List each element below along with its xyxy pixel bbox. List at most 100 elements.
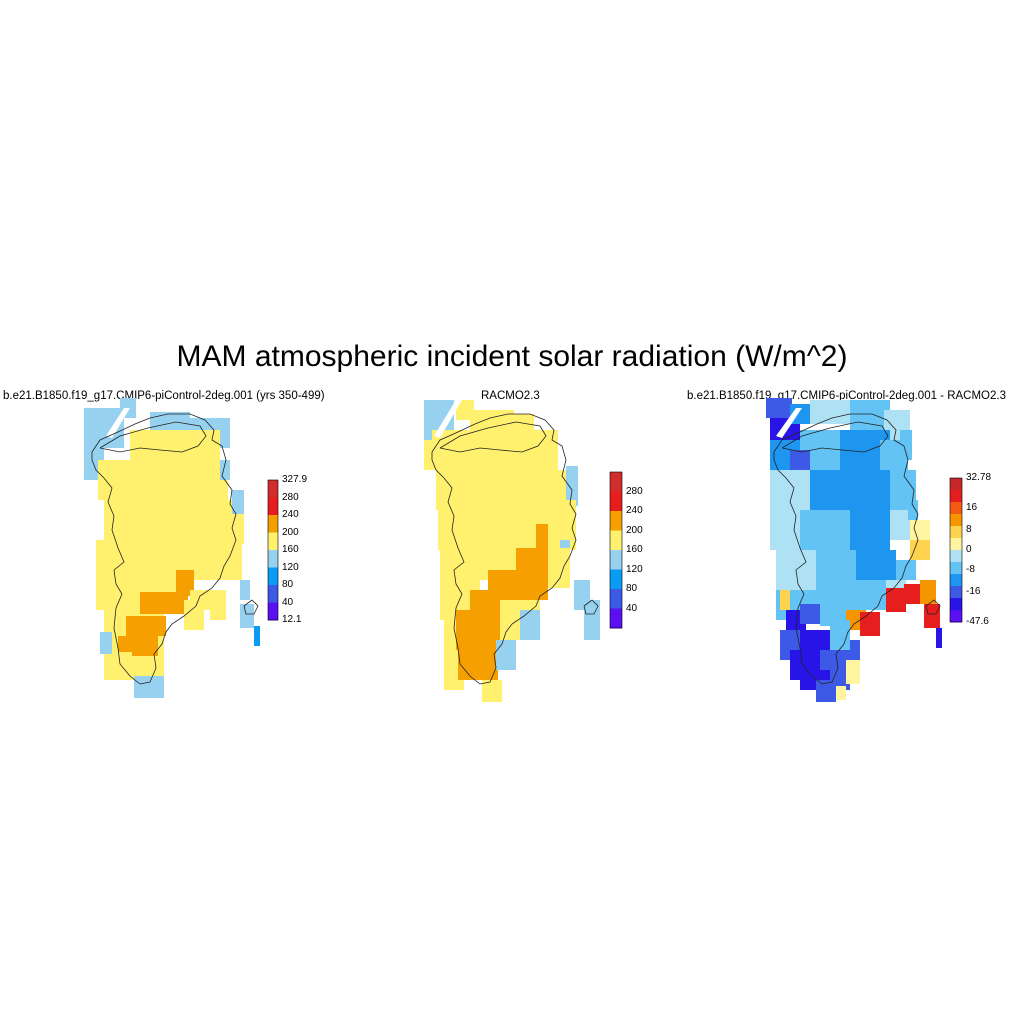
colorbar-swatch	[610, 472, 622, 492]
cb3-label: 0	[966, 544, 972, 555]
ice-gap	[434, 400, 462, 438]
panel-1-colorbar	[267, 479, 279, 621]
grid-cell	[98, 460, 228, 500]
cb1-label: 280	[282, 491, 299, 503]
grid-cell	[846, 660, 860, 684]
ice-gap	[106, 408, 130, 438]
grid-cell	[850, 510, 890, 550]
cb3-label: 16	[966, 502, 978, 513]
grid-cell	[482, 680, 502, 702]
grid-cell	[436, 470, 576, 510]
grid-cell	[816, 550, 856, 580]
colorbar-swatch	[268, 567, 278, 586]
cb1-label: 120	[282, 561, 299, 573]
grid-cell	[896, 560, 916, 580]
panel-2-colorbar	[609, 471, 623, 629]
ice-gap	[776, 408, 802, 438]
coastline	[773, 413, 919, 685]
grid-cell	[830, 620, 850, 650]
grid-cell	[904, 584, 920, 604]
grid-cell	[790, 404, 810, 424]
grid-cell	[566, 466, 578, 506]
grid-cell	[126, 616, 166, 636]
grid-cell	[908, 500, 918, 520]
coastline	[431, 413, 577, 685]
coastline	[243, 599, 259, 615]
grid-cell	[118, 652, 132, 676]
colorbar-border	[949, 477, 963, 623]
grid-cell	[234, 514, 244, 544]
coastline	[99, 421, 207, 453]
colorbar-swatch	[268, 585, 278, 603]
colorbar-swatch	[950, 574, 962, 587]
colorbar-swatch	[950, 514, 962, 527]
grid-cell	[496, 640, 516, 670]
colorbar-swatch	[268, 515, 278, 533]
cb2-label: 40	[626, 602, 638, 614]
colorbar-swatch	[268, 497, 278, 516]
grid-cell	[800, 510, 850, 550]
grid-cell	[560, 500, 576, 540]
cb1-label: 12.1	[282, 614, 302, 625]
grid-cell	[924, 604, 940, 628]
grid-cell	[210, 590, 226, 620]
coastline	[925, 599, 941, 615]
colorbar-swatch	[268, 602, 278, 621]
grid-cell	[100, 632, 112, 654]
grid-cell	[232, 490, 244, 514]
grid-cell	[816, 680, 836, 702]
colorbar-swatch	[268, 550, 278, 568]
colorbar-swatch	[610, 608, 622, 629]
grid-cell	[104, 500, 236, 540]
cb1-label: 160	[282, 544, 299, 555]
panel-2-map	[424, 400, 600, 702]
colorbar-swatch	[950, 538, 962, 551]
grid-cell	[850, 470, 890, 510]
cb3-label: -16	[966, 586, 981, 597]
coastline	[781, 421, 889, 453]
coastline	[439, 421, 547, 453]
grid-cell	[176, 570, 194, 596]
cb2-label: 200	[626, 524, 643, 536]
grid-cell	[886, 588, 906, 612]
grid-cell	[860, 612, 880, 636]
grid-cell	[780, 590, 790, 610]
panel-2-title: RACMO2.3	[481, 390, 540, 402]
cb1-label: 327.9	[282, 474, 308, 485]
grid-cell	[240, 580, 250, 600]
grid-cell	[520, 610, 540, 640]
grid-cell	[134, 676, 164, 698]
panel-1-map	[84, 398, 260, 698]
colorbar-swatch	[950, 526, 962, 539]
grid-cell	[890, 510, 910, 540]
grid-cell	[766, 398, 792, 418]
cb1-label: 200	[282, 526, 299, 538]
grid-cell	[432, 430, 558, 470]
colorbar-swatch	[610, 589, 622, 609]
colorbar-border	[267, 479, 279, 621]
grid-cell	[910, 540, 930, 560]
colorbar-swatch	[610, 569, 622, 590]
colorbar-swatch	[610, 511, 622, 531]
colorbar-swatch	[950, 478, 962, 491]
panel-1-title: b.e21.B1850.f19_g17.CMIP6-piControl-2deg…	[3, 390, 325, 402]
grid-cell	[790, 450, 810, 470]
grid-cell	[240, 604, 254, 628]
colorbar-swatch	[268, 480, 278, 498]
colorbar-swatch	[950, 550, 962, 563]
cb1-label: 40	[282, 596, 294, 608]
colorbar-border	[609, 471, 623, 629]
grid-cell	[810, 400, 850, 424]
grid-cell	[456, 400, 474, 420]
grid-cell	[856, 550, 896, 580]
colorbar-swatch	[268, 532, 278, 551]
grid-cell	[130, 430, 220, 460]
colorbar-swatch	[610, 491, 622, 512]
cb3-label: 32.78	[966, 472, 992, 483]
colorbar-swatch	[950, 490, 962, 503]
grid-cell	[910, 520, 930, 540]
coastline	[91, 413, 237, 685]
grid-cell	[118, 636, 158, 656]
grid-cell	[164, 592, 188, 614]
panel-3-colorbar	[949, 477, 963, 623]
